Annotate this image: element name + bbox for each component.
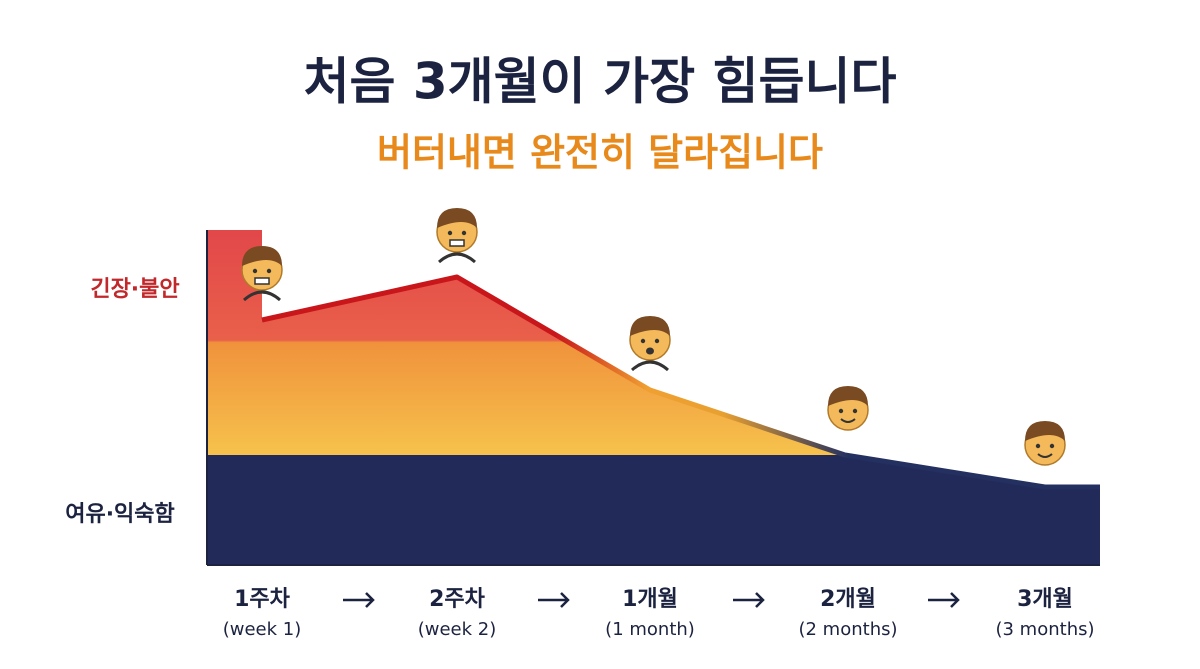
face-hair [828,386,868,406]
stage-sub: (week 2) [418,619,497,640]
face-eye [852,408,858,414]
stage-sub: (week 1) [223,619,302,640]
faces [241,208,1066,466]
arrows [343,592,960,608]
face-eye [1035,443,1041,449]
face-eye [266,268,272,274]
stage-label: 2주차 [429,587,486,612]
face [241,246,283,302]
face-mouth [1037,453,1053,458]
level-high: 긴장·불안 [90,277,179,302]
face [827,386,869,431]
face-mouth [840,418,856,423]
face-eye [447,230,453,236]
face-eye [654,338,660,344]
stage-sub: (1 month) [605,619,695,640]
face-eye [1049,443,1055,449]
curve-area [206,230,1100,566]
stage-label: 2개월 [820,587,876,612]
face-mouth [449,239,465,247]
stage-label: 1주차 [234,587,291,612]
stage-labels: 1주차 (week 1) 2주차 (week 2) 1개월 (1 month) 2개월 (2 … [223,587,1095,640]
face [1024,421,1066,466]
title: 처음 3개월이 가장 힘듭니다 [303,53,896,111]
face-wheel [243,290,281,302]
level-low: 여유·익숙함 [65,502,175,527]
face-mouth [254,277,270,285]
face-wheel [631,360,669,372]
face [629,316,671,372]
face [436,208,478,264]
subtitle: 버터내면 완전히 달라집니다 [377,131,823,175]
stage-sub: (3 months) [995,619,1094,640]
face-eye [838,408,844,414]
face-wheel [438,252,476,264]
face-hair [630,316,670,336]
stage-label: 3개월 [1017,587,1073,612]
stage-sub: (2 months) [798,619,897,640]
face-eye [461,230,467,236]
face-eye [640,338,646,344]
stage-label: 1개월 [622,587,678,612]
face-hair [1025,421,1065,441]
face-hair [242,246,282,266]
face-eye [252,268,258,274]
face-mouth [646,347,654,355]
face-hair [437,208,477,228]
